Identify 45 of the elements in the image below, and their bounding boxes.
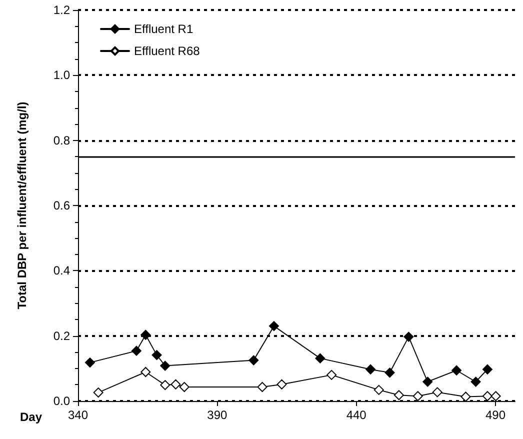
point: [460, 392, 471, 402]
point: [374, 384, 384, 395]
y-tick-label: 0.6: [53, 198, 70, 212]
y-tick-label: 0.2: [53, 328, 70, 343]
point: [84, 358, 95, 368]
x-tick-label: 440: [346, 408, 367, 422]
point: [412, 391, 423, 402]
point: [482, 364, 492, 374]
x-tick-label: 340: [68, 408, 88, 422]
point: [268, 321, 279, 332]
point: [131, 346, 142, 356]
y-tick-label: 0.4: [53, 264, 70, 278]
point: [326, 370, 337, 380]
x-tick-label: 490: [486, 408, 506, 422]
point: [482, 391, 492, 402]
point: [394, 390, 404, 400]
point: [152, 350, 162, 360]
point: [452, 365, 462, 376]
point: [160, 360, 170, 371]
legend-label: Effluent R68: [134, 44, 200, 58]
y-axis-title: Total DBP per influent/effluent (mg/l): [15, 102, 29, 310]
point: [315, 353, 326, 364]
y-tick-label: 0.8: [53, 133, 70, 148]
point: [366, 364, 376, 374]
point: [432, 387, 442, 398]
y-tick-label: 0.0: [53, 394, 70, 408]
point: [490, 391, 501, 402]
legend-label: Effluent R1: [134, 22, 194, 36]
point: [470, 376, 481, 387]
x-axis-title: Day: [20, 410, 42, 424]
point: [93, 388, 104, 398]
point: [248, 355, 259, 366]
y-tick-label: 1.2: [53, 3, 70, 17]
y-tick-label: 1.0: [53, 68, 70, 82]
point: [160, 380, 170, 390]
point: [384, 368, 395, 378]
point: [422, 376, 433, 387]
point: [404, 332, 414, 342]
point: [179, 382, 190, 392]
point: [276, 379, 287, 390]
point: [140, 367, 151, 377]
point: [140, 330, 151, 340]
point: [170, 379, 181, 390]
point: [257, 382, 268, 392]
x-tick-label: 390: [207, 408, 228, 422]
